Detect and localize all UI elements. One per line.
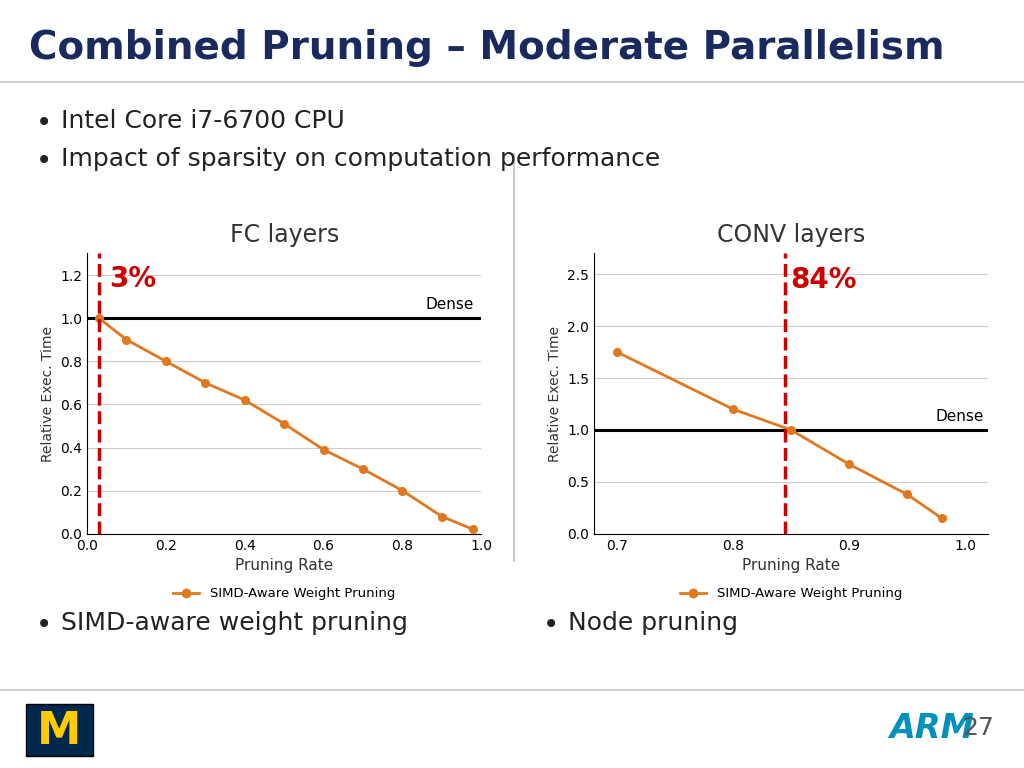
Text: •: • bbox=[36, 147, 52, 175]
Y-axis label: Relative Exec. Time: Relative Exec. Time bbox=[41, 326, 54, 462]
Text: •: • bbox=[36, 611, 52, 638]
X-axis label: Pruning Rate: Pruning Rate bbox=[742, 558, 840, 573]
Text: Dense: Dense bbox=[936, 409, 984, 424]
Legend: SIMD-Aware Weight Pruning: SIMD-Aware Weight Pruning bbox=[168, 582, 400, 606]
Text: 27: 27 bbox=[963, 716, 994, 740]
Text: ARM: ARM bbox=[889, 712, 974, 744]
Text: •: • bbox=[543, 611, 559, 638]
Text: M: M bbox=[37, 710, 82, 753]
Title: CONV layers: CONV layers bbox=[717, 223, 865, 247]
Text: Combined Pruning – Moderate Parallelism: Combined Pruning – Moderate Parallelism bbox=[29, 29, 944, 67]
Text: Dense: Dense bbox=[425, 296, 473, 312]
Title: FC layers: FC layers bbox=[229, 223, 339, 247]
Text: Intel Core i7-6700 CPU: Intel Core i7-6700 CPU bbox=[61, 109, 345, 133]
Text: 84%: 84% bbox=[790, 266, 856, 294]
Text: •: • bbox=[36, 109, 52, 137]
Text: SIMD-aware weight pruning: SIMD-aware weight pruning bbox=[61, 611, 409, 634]
FancyBboxPatch shape bbox=[27, 704, 92, 756]
Y-axis label: Relative Exec. Time: Relative Exec. Time bbox=[548, 326, 561, 462]
Text: 3%: 3% bbox=[109, 265, 156, 293]
X-axis label: Pruning Rate: Pruning Rate bbox=[236, 558, 333, 573]
Text: Node pruning: Node pruning bbox=[568, 611, 738, 634]
Text: Impact of sparsity on computation performance: Impact of sparsity on computation perfor… bbox=[61, 147, 660, 171]
Legend: SIMD-Aware Weight Pruning: SIMD-Aware Weight Pruning bbox=[675, 582, 907, 606]
